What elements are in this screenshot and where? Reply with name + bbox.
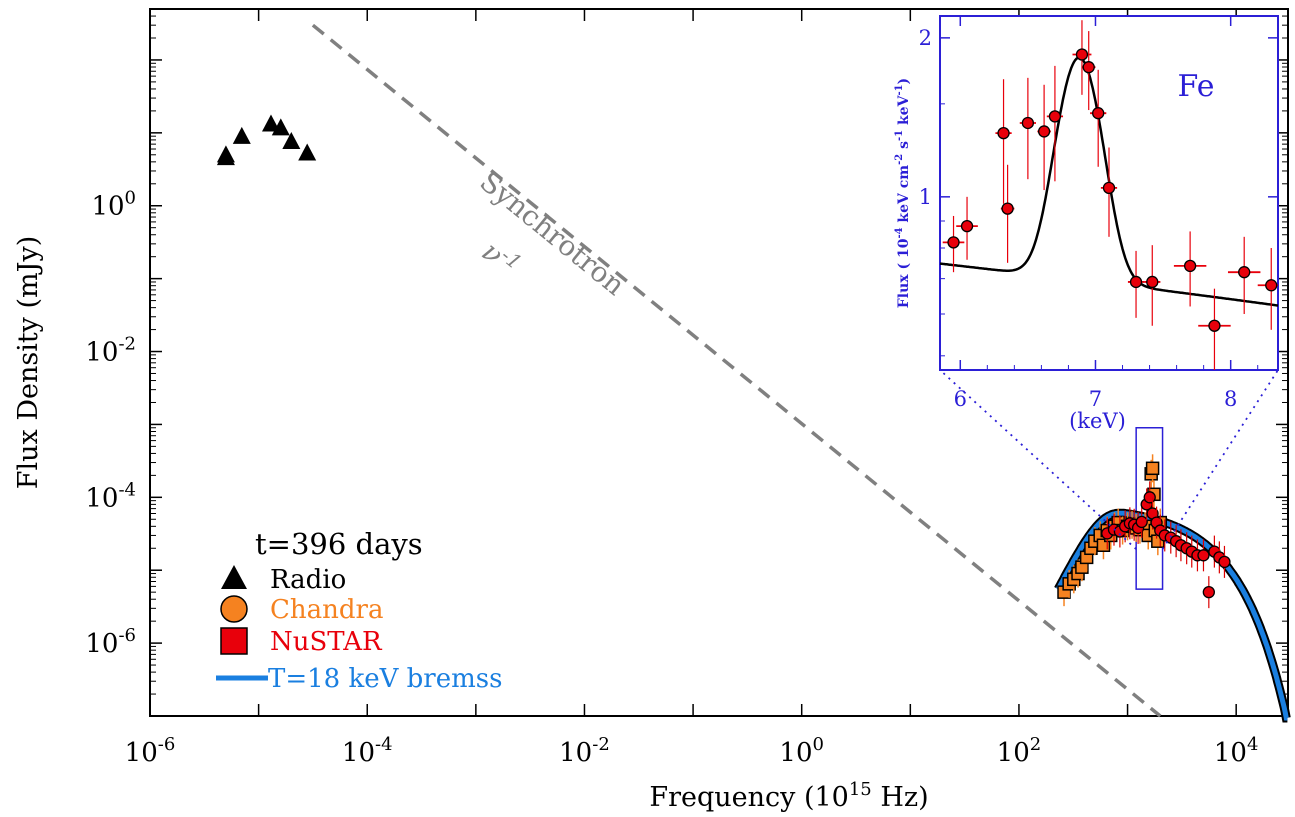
data-points-group — [216, 114, 1231, 609]
legend-label: Radio — [270, 565, 346, 595]
bremss-curve — [1055, 510, 1289, 721]
radio-point — [216, 145, 235, 163]
nustar-point — [1197, 549, 1210, 562]
radio-point — [282, 131, 301, 149]
legend-label: NuSTAR — [270, 627, 383, 657]
chandra-point — [1096, 538, 1111, 553]
inset-y-tick-label: 1 — [919, 185, 932, 209]
y-tick-label: 10-2 — [85, 334, 136, 368]
legend-square-marker — [220, 627, 248, 655]
fe-line-inset: 6 7 8 1 2 (keV) Flux ( 10-4 keV cm-2 s-1 keV-1… — [894, 15, 1279, 550]
zoom-connector-right — [1161, 369, 1279, 550]
inset-point — [1146, 275, 1159, 289]
inset-point — [1208, 319, 1221, 332]
inset-x-tick-label: 6 — [954, 387, 967, 411]
inset-point — [1183, 259, 1197, 273]
nustar-point — [1143, 491, 1156, 504]
y-axis-title: Flux Density (mJy) — [13, 236, 44, 490]
inset-point — [947, 236, 960, 249]
inset-point — [1082, 61, 1095, 74]
inset-point — [997, 127, 1010, 140]
inset-y-axis-title: Flux ( 10-4 keV cm-2 s-1 keV-1) — [894, 78, 912, 308]
radio-point — [298, 143, 317, 161]
synchrotron-label: Synchrotron — [474, 165, 632, 302]
nustar-point — [1218, 555, 1231, 569]
inset-point — [1001, 202, 1014, 215]
radio-point — [261, 114, 280, 132]
legend-triangle-marker — [221, 565, 247, 589]
legend-circle-marker — [220, 595, 248, 623]
inset-y-tick-label: 2 — [919, 26, 932, 50]
inset-point — [1129, 275, 1143, 289]
main-axes: 10-6 10-4 10-2 100 102 104 100 10-2 10-4 10-6 Freq… — [13, 8, 1289, 813]
inset-point — [1037, 125, 1051, 138]
x-tick-label: 10-4 — [342, 734, 393, 768]
zoom-box — [1135, 427, 1164, 590]
inset-point — [1048, 110, 1062, 123]
nustar-point — [1202, 586, 1215, 599]
inset-point — [1102, 181, 1116, 194]
x-tick-label: 104 — [1214, 734, 1259, 768]
radio-point — [271, 118, 290, 136]
bremss-model-group — [1054, 427, 1291, 723]
legend-label: Chandra — [270, 595, 383, 625]
y-tick-label: 10-4 — [85, 479, 136, 513]
inset-point — [1238, 266, 1251, 279]
inset-point — [1092, 107, 1105, 120]
inset-point — [1265, 279, 1278, 292]
y-tick-label: 100 — [91, 188, 136, 222]
nustar-point — [1135, 515, 1148, 529]
x-tick-label: 102 — [997, 734, 1042, 768]
legend-label: T=18 keV bremss — [268, 664, 502, 694]
epoch-label: t=396 days — [255, 527, 423, 561]
inset-point — [1075, 48, 1089, 61]
chandra-point — [1145, 461, 1160, 476]
inset-x-tick-label: 8 — [1224, 387, 1237, 411]
inset-x-axis-title: (keV) — [1069, 409, 1126, 433]
y-tick-label: 10-6 — [85, 625, 136, 659]
x-tick-label: 100 — [779, 734, 824, 768]
x-tick-label: 10-6 — [125, 734, 176, 768]
inset-title: Fe — [1178, 69, 1215, 104]
inset-point — [1021, 116, 1035, 130]
x-axis-title: Frequency (1015 Hz) — [649, 779, 928, 813]
inset-point — [960, 220, 974, 233]
radio-point — [232, 126, 251, 144]
inset-x-tick-label: 7 — [1089, 387, 1102, 411]
synchrotron-slope-label: ν-1 — [476, 233, 527, 284]
x-tick-label: 10-2 — [559, 734, 610, 768]
